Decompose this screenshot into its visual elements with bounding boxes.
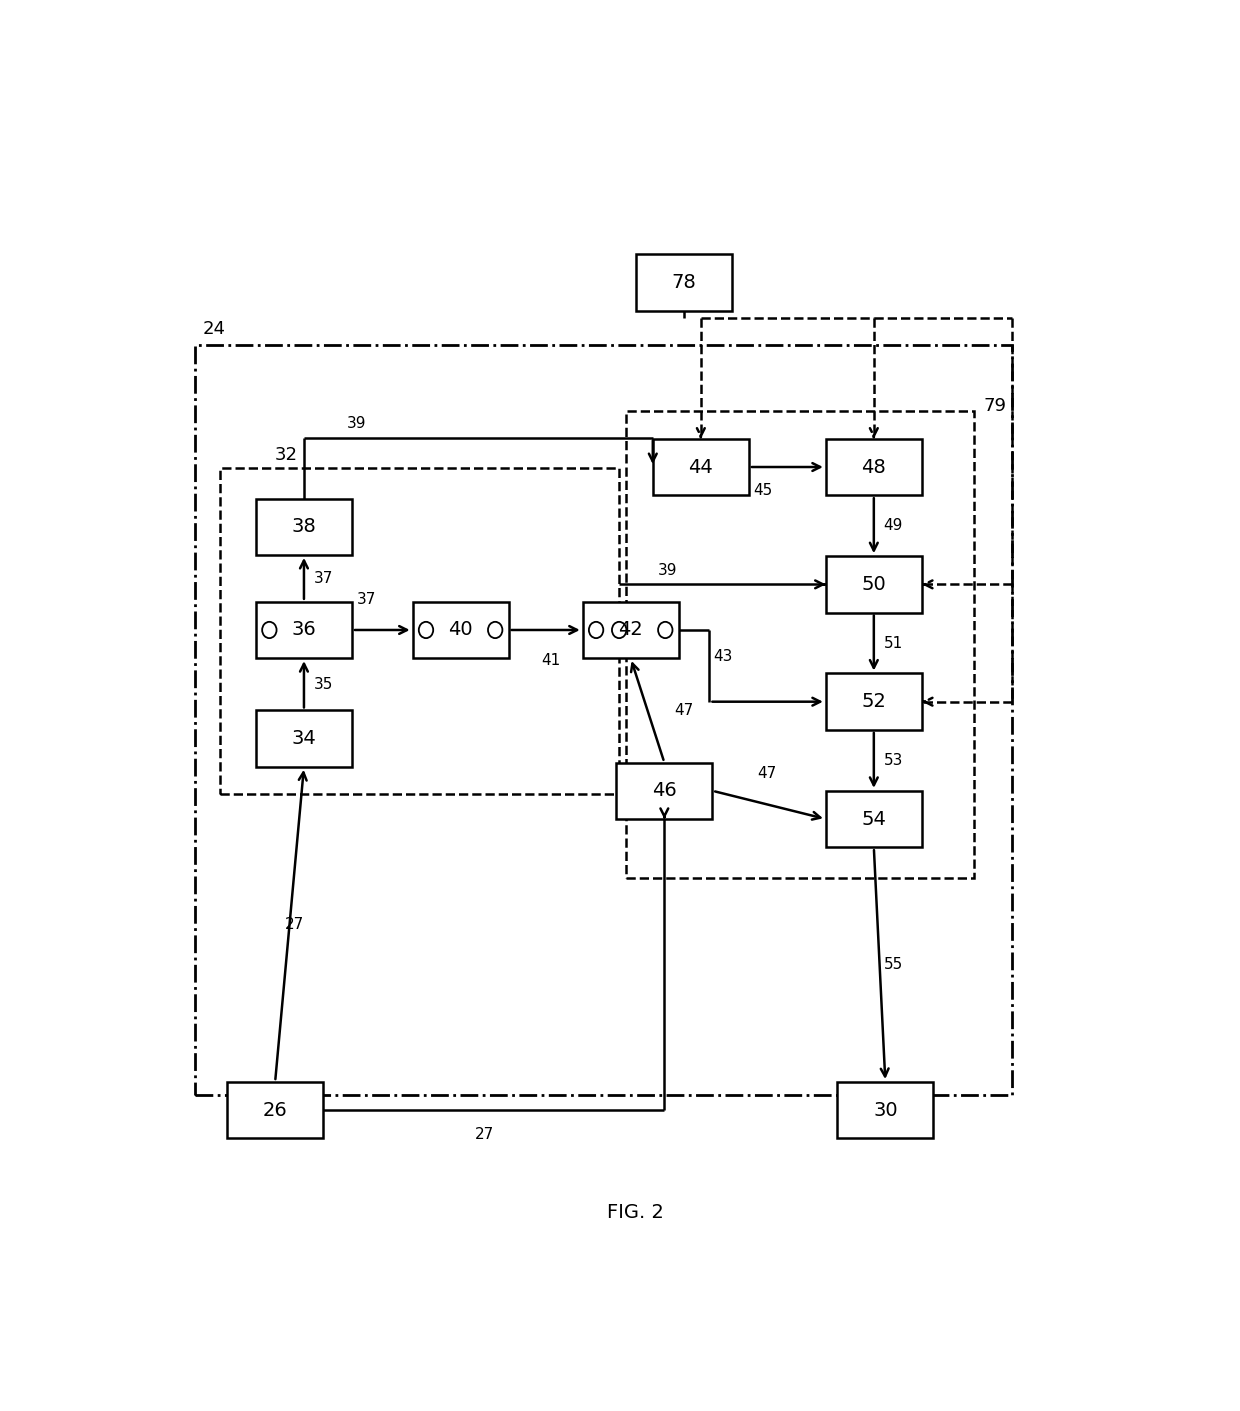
Text: 47: 47 [758,766,776,780]
Text: 45: 45 [754,484,773,498]
Text: 40: 40 [449,621,472,639]
Text: 27: 27 [285,917,304,931]
Text: 30: 30 [873,1101,898,1120]
Text: 39: 39 [657,563,677,577]
Text: 38: 38 [291,518,316,536]
FancyBboxPatch shape [255,498,352,555]
Text: 35: 35 [314,677,332,691]
FancyBboxPatch shape [227,1082,324,1139]
Text: FIG. 2: FIG. 2 [608,1202,663,1222]
Text: 55: 55 [883,957,903,972]
FancyBboxPatch shape [635,254,732,310]
Text: 49: 49 [883,518,903,533]
FancyBboxPatch shape [826,556,921,612]
FancyBboxPatch shape [652,439,749,495]
Text: 34: 34 [291,729,316,748]
Text: 47: 47 [675,703,693,718]
Text: 53: 53 [883,753,903,768]
FancyBboxPatch shape [826,790,921,847]
Text: 44: 44 [688,457,713,477]
Text: 27: 27 [475,1126,494,1141]
Text: 32: 32 [275,446,298,464]
Text: 48: 48 [862,457,887,477]
FancyBboxPatch shape [826,673,921,729]
Text: 37: 37 [314,571,332,586]
Text: 37: 37 [357,593,376,607]
FancyBboxPatch shape [583,601,678,658]
Text: 46: 46 [652,782,677,800]
Text: 51: 51 [883,635,903,650]
Text: 54: 54 [862,810,887,828]
FancyBboxPatch shape [826,439,921,495]
Text: 39: 39 [347,416,367,430]
Text: 42: 42 [619,621,644,639]
Text: 52: 52 [862,693,887,711]
FancyBboxPatch shape [255,601,352,658]
Text: 24: 24 [203,320,226,339]
Text: 78: 78 [671,272,696,292]
Text: 26: 26 [263,1101,288,1120]
FancyBboxPatch shape [413,601,508,658]
Text: 36: 36 [291,621,316,639]
FancyBboxPatch shape [616,762,712,818]
Text: 43: 43 [713,649,733,663]
FancyBboxPatch shape [255,710,352,768]
Text: 79: 79 [983,396,1007,415]
Text: 41: 41 [541,653,560,667]
FancyBboxPatch shape [837,1082,934,1139]
Text: 50: 50 [862,574,887,594]
